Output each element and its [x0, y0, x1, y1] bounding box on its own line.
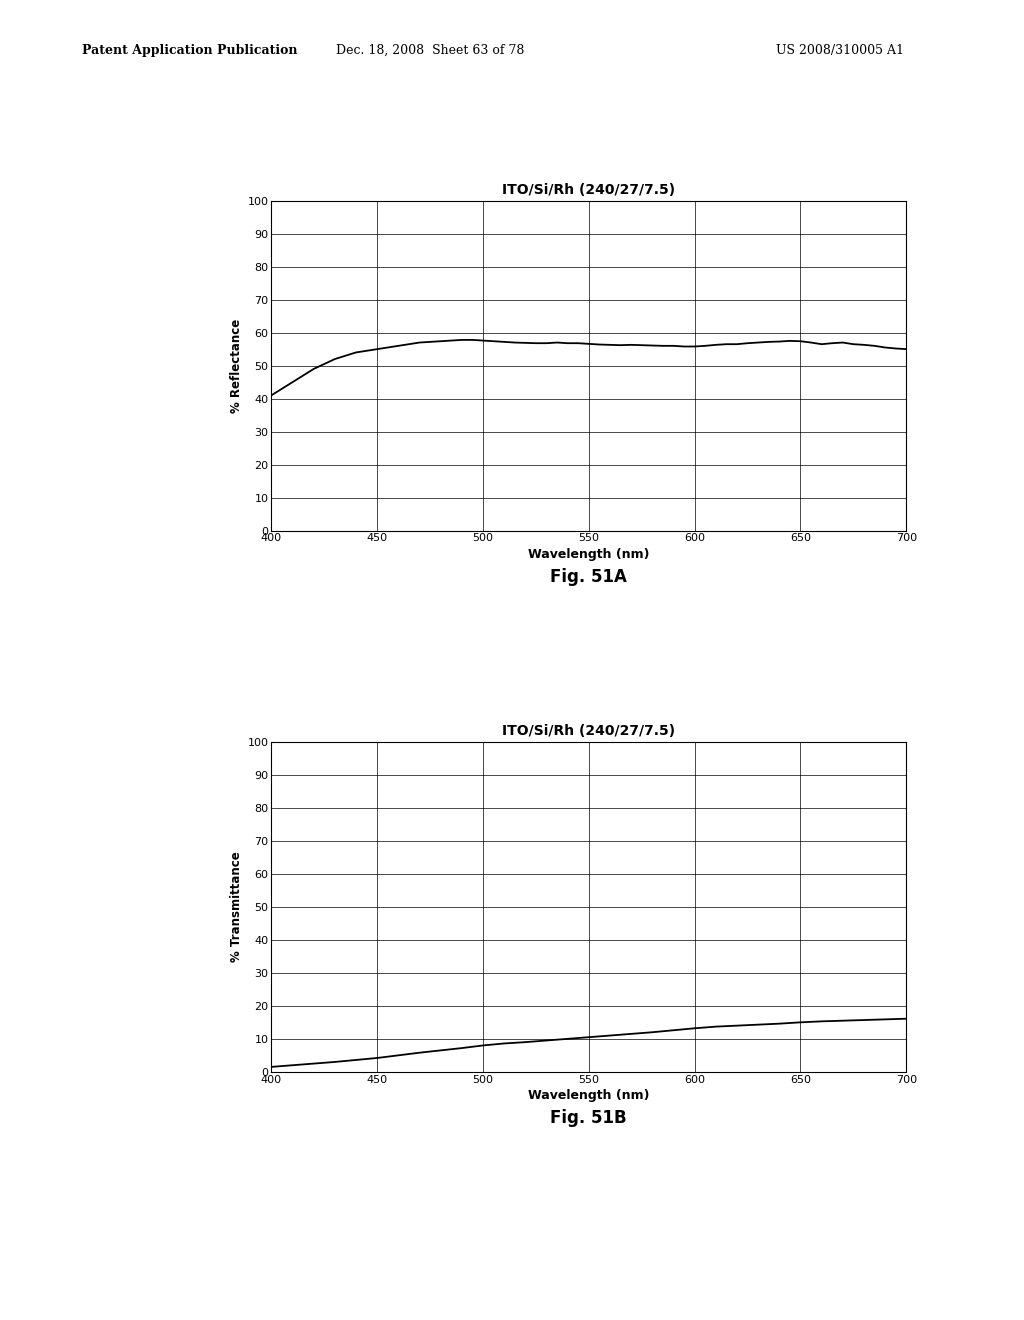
Text: Dec. 18, 2008  Sheet 63 of 78: Dec. 18, 2008 Sheet 63 of 78: [336, 44, 524, 57]
Y-axis label: % Transmittance: % Transmittance: [230, 851, 244, 962]
Text: Patent Application Publication: Patent Application Publication: [82, 44, 297, 57]
X-axis label: Wavelength (nm): Wavelength (nm): [528, 548, 649, 561]
Text: Fig. 51B: Fig. 51B: [551, 1109, 627, 1127]
Title: ITO/Si/Rh (240/27/7.5): ITO/Si/Rh (240/27/7.5): [502, 182, 676, 197]
X-axis label: Wavelength (nm): Wavelength (nm): [528, 1089, 649, 1102]
Title: ITO/Si/Rh (240/27/7.5): ITO/Si/Rh (240/27/7.5): [502, 723, 676, 738]
Text: Fig. 51A: Fig. 51A: [550, 568, 628, 586]
Text: US 2008/310005 A1: US 2008/310005 A1: [776, 44, 903, 57]
Y-axis label: % Reflectance: % Reflectance: [230, 318, 244, 413]
